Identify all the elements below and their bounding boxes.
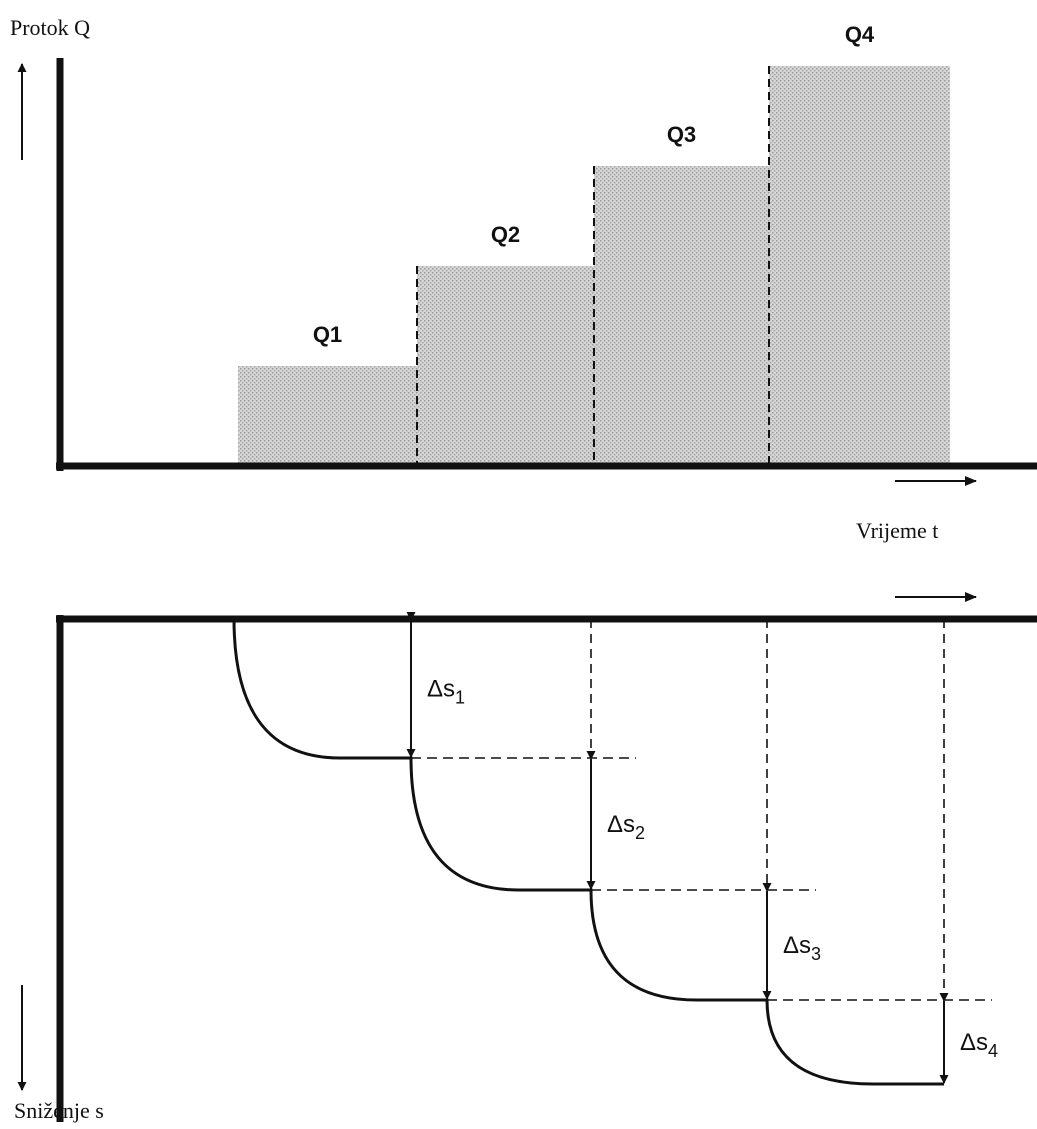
step-bar-2 xyxy=(417,266,594,466)
step-bar-4 xyxy=(769,66,950,466)
dashed-guide-lines xyxy=(411,619,992,1001)
step-bar-3 xyxy=(594,166,769,466)
drawdown-arrows xyxy=(406,612,949,1084)
step-label-4: Q4 xyxy=(845,22,875,47)
step-labels: Q1 Q2 Q3 Q4 xyxy=(313,22,875,347)
drawdown-labels: Δs1 Δs2 Δs3 Δs4 xyxy=(427,676,998,1062)
step-label-1: Q1 xyxy=(313,322,342,347)
drawdown-curve xyxy=(232,618,944,1086)
delta-label-4: Δs4 xyxy=(960,1029,998,1061)
delta-label-1: Δs1 xyxy=(427,676,465,708)
y-axis-label-flow: Protok Q xyxy=(10,15,90,40)
x-axis-label-time: Vrijeme t xyxy=(856,518,938,543)
step-bar-1 xyxy=(238,366,417,466)
delta-label-3: Δs3 xyxy=(783,932,821,964)
delta-label-2: Δs2 xyxy=(607,811,645,843)
step-bars xyxy=(238,66,950,466)
y-axis-label-drawdown: Sniženje s xyxy=(14,1098,104,1123)
drawdown-chart: Δs1 Δs2 Δs3 Δs4 Sniženje s xyxy=(14,592,1037,1123)
step-label-3: Q3 xyxy=(667,122,696,147)
step-label-2: Q2 xyxy=(491,222,520,247)
discharge-step-chart: Protok Q Q1 Q2 Q3 Q4 Vrijeme t xyxy=(10,15,1037,543)
